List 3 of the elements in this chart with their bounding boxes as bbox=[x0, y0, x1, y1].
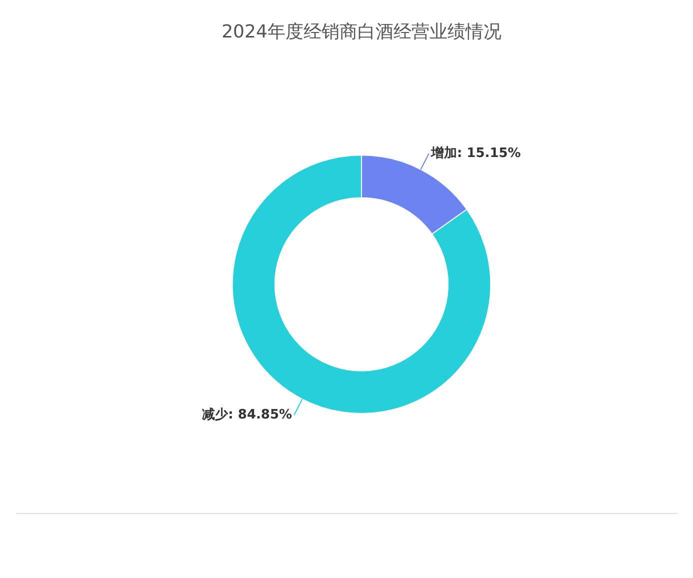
slice-label: 减少: 84.85% bbox=[202, 408, 292, 423]
chart-title: 2024年度经销商白酒经营业绩情况 bbox=[222, 21, 502, 42]
slice-label: 增加: 15.15% bbox=[430, 146, 521, 161]
